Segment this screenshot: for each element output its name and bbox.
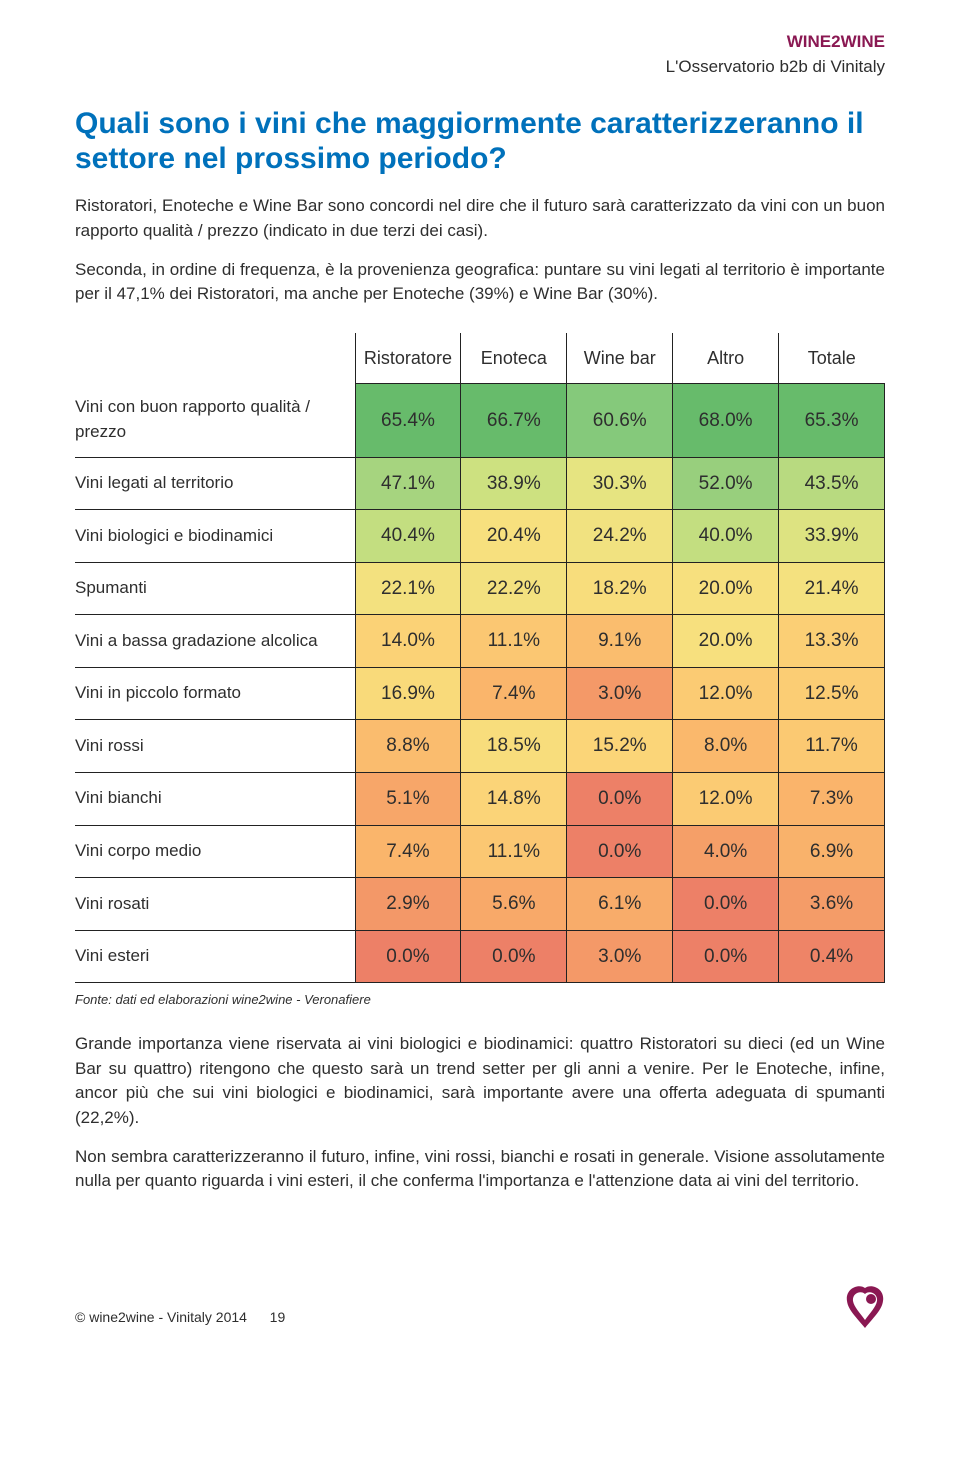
table-cell: 65.4%	[355, 383, 461, 457]
header-subtitle: L'Osservatorio b2b di Vinitaly	[75, 55, 885, 80]
table-cell: 30.3%	[567, 457, 673, 510]
table-row: Vini a bassa gradazione alcolica14.0%11.…	[75, 615, 885, 668]
table-cell: 12.0%	[673, 773, 779, 826]
table-cell: 43.5%	[779, 457, 885, 510]
table-cell: 0.0%	[567, 825, 673, 878]
intro-paragraph-1: Ristoratori, Enoteche e Wine Bar sono co…	[75, 194, 885, 243]
table-cell: 8.8%	[355, 720, 461, 773]
table-cell: 66.7%	[461, 383, 567, 457]
table-cell: 22.1%	[355, 562, 461, 615]
row-label: Vini esteri	[75, 930, 355, 983]
table-cell: 8.0%	[673, 720, 779, 773]
table-cell: 68.0%	[673, 383, 779, 457]
table-row: Vini corpo medio7.4%11.1%0.0%4.0%6.9%	[75, 825, 885, 878]
table-row: Vini esteri0.0%0.0%3.0%0.0%0.4%	[75, 930, 885, 983]
col-header: Ristoratore	[355, 333, 461, 384]
table-row: Vini con buon rapporto qualità / prezzo6…	[75, 383, 885, 457]
table-cell: 3.6%	[779, 878, 885, 931]
table-cell: 14.8%	[461, 773, 567, 826]
table-cell: 3.0%	[567, 930, 673, 983]
header-brand: WINE2WINE	[75, 30, 885, 55]
table-row: Vini bianchi5.1%14.8%0.0%12.0%7.3%	[75, 773, 885, 826]
table-cell: 2.9%	[355, 878, 461, 931]
table-cell: 18.5%	[461, 720, 567, 773]
row-label: Vini rossi	[75, 720, 355, 773]
table-cell: 0.4%	[779, 930, 885, 983]
table-cell: 4.0%	[673, 825, 779, 878]
footer-copyright: © wine2wine - Vinitaly 2014	[75, 1309, 247, 1325]
table-cell: 3.0%	[567, 667, 673, 720]
table-cell: 7.4%	[355, 825, 461, 878]
table-cell: 65.3%	[779, 383, 885, 457]
table-cell: 6.1%	[567, 878, 673, 931]
wine2wine-logo-icon	[845, 1284, 885, 1330]
table-cell: 7.3%	[779, 773, 885, 826]
table-cell: 7.4%	[461, 667, 567, 720]
col-header: Enoteca	[461, 333, 567, 384]
table-cell: 40.4%	[355, 510, 461, 563]
row-label: Spumanti	[75, 562, 355, 615]
page-header: WINE2WINE L'Osservatorio b2b di Vinitaly	[75, 30, 885, 79]
row-label: Vini rosati	[75, 878, 355, 931]
table-cell: 38.9%	[461, 457, 567, 510]
row-label: Vini biologici e biodinamici	[75, 510, 355, 563]
table-cell: 15.2%	[567, 720, 673, 773]
table-cell: 6.9%	[779, 825, 885, 878]
table-cell: 9.1%	[567, 615, 673, 668]
col-header: Wine bar	[567, 333, 673, 384]
page-footer: © wine2wine - Vinitaly 2014 19	[75, 1284, 885, 1330]
table-cell: 0.0%	[567, 773, 673, 826]
page-title: Quali sono i vini che maggiormente carat…	[75, 107, 885, 176]
outro-paragraph-1: Grande importanza viene riservata ai vin…	[75, 1032, 885, 1131]
table-row: Vini legati al territorio47.1%38.9%30.3%…	[75, 457, 885, 510]
intro-paragraph-2: Seconda, in ordine di frequenza, è la pr…	[75, 258, 885, 307]
table-cell: 16.9%	[355, 667, 461, 720]
col-header: Totale	[779, 333, 885, 384]
table-cell: 40.0%	[673, 510, 779, 563]
outro-paragraph-2: Non sembra caratterizzeranno il futuro, …	[75, 1145, 885, 1194]
table-cell: 0.0%	[355, 930, 461, 983]
row-label: Vini legati al territorio	[75, 457, 355, 510]
table-corner	[75, 333, 355, 384]
row-label: Vini con buon rapporto qualità / prezzo	[75, 383, 355, 457]
table-cell: 60.6%	[567, 383, 673, 457]
table-cell: 20.0%	[673, 562, 779, 615]
table-row: Vini rosati2.9%5.6%6.1%0.0%3.6%	[75, 878, 885, 931]
table-cell: 12.5%	[779, 667, 885, 720]
table-source: Fonte: dati ed elaborazioni wine2wine - …	[75, 991, 885, 1010]
table-cell: 11.1%	[461, 825, 567, 878]
table-row: Spumanti22.1%22.2%18.2%20.0%21.4%	[75, 562, 885, 615]
table-cell: 20.4%	[461, 510, 567, 563]
table-row: Vini rossi8.8%18.5%15.2%8.0%11.7%	[75, 720, 885, 773]
table-cell: 21.4%	[779, 562, 885, 615]
col-header: Altro	[673, 333, 779, 384]
row-label: Vini corpo medio	[75, 825, 355, 878]
table-cell: 13.3%	[779, 615, 885, 668]
table-cell: 18.2%	[567, 562, 673, 615]
row-label: Vini a bassa gradazione alcolica	[75, 615, 355, 668]
table-cell: 22.2%	[461, 562, 567, 615]
table-cell: 33.9%	[779, 510, 885, 563]
table-cell: 5.1%	[355, 773, 461, 826]
table-cell: 47.1%	[355, 457, 461, 510]
table-cell: 12.0%	[673, 667, 779, 720]
table-cell: 0.0%	[673, 878, 779, 931]
row-label: Vini in piccolo formato	[75, 667, 355, 720]
table-row: Vini in piccolo formato16.9%7.4%3.0%12.0…	[75, 667, 885, 720]
heatmap-table: Ristoratore Enoteca Wine bar Altro Total…	[75, 333, 885, 983]
table-cell: 0.0%	[461, 930, 567, 983]
table-cell: 0.0%	[673, 930, 779, 983]
table-cell: 11.7%	[779, 720, 885, 773]
table-header-row: Ristoratore Enoteca Wine bar Altro Total…	[75, 333, 885, 384]
table-cell: 11.1%	[461, 615, 567, 668]
table-cell: 5.6%	[461, 878, 567, 931]
footer-page-number: 19	[270, 1309, 286, 1325]
row-label: Vini bianchi	[75, 773, 355, 826]
table-cell: 14.0%	[355, 615, 461, 668]
table-cell: 52.0%	[673, 457, 779, 510]
table-cell: 24.2%	[567, 510, 673, 563]
table-cell: 20.0%	[673, 615, 779, 668]
table-row: Vini biologici e biodinamici40.4%20.4%24…	[75, 510, 885, 563]
